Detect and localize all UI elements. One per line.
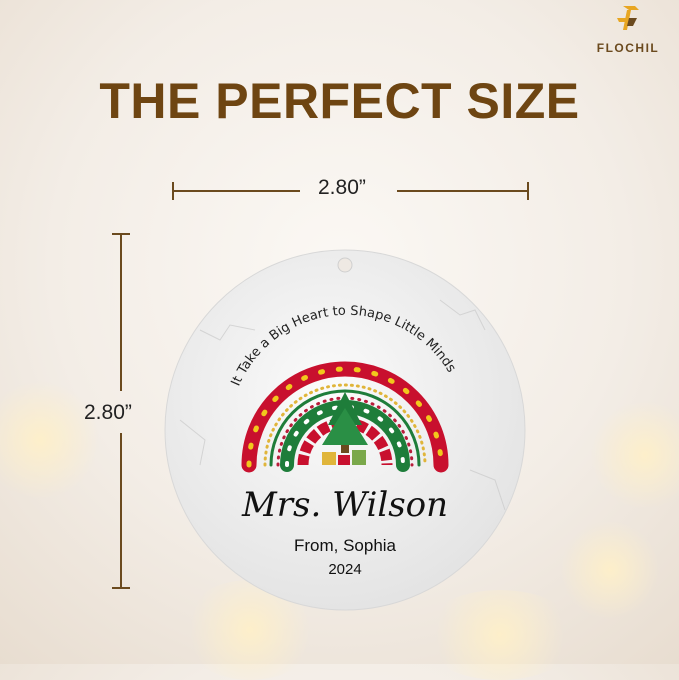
christmas-tree-icon: [322, 392, 368, 465]
marble-veins: [179, 299, 506, 511]
recipient-name: Mrs. Wilson: [241, 485, 448, 525]
bokeh-light: [0, 380, 100, 500]
logo-icon: [617, 6, 639, 30]
height-label: 2.80”: [84, 401, 132, 424]
rainbow-stars: [246, 366, 444, 468]
width-dimension: 2.80”: [172, 172, 529, 200]
brand-name: FLOCHIL: [596, 41, 660, 55]
year-text: 2024: [328, 561, 361, 578]
rainbow-dots-gold: [263, 383, 427, 467]
ornament: It Take a Big Heart to Shape Little Mind…: [164, 249, 526, 611]
height-dimension: 2.80”: [84, 233, 132, 589]
hanging-hole: [337, 257, 353, 273]
bokeh-light: [590, 400, 679, 510]
brand-logo: FLOCHIL: [588, 4, 668, 55]
headline: THE PERFECT SIZE: [99, 73, 580, 129]
rainbow-green-line: [269, 389, 421, 467]
from-text: From, Sophia: [294, 536, 397, 555]
width-label: 2.80”: [318, 176, 366, 199]
bokeh-light: [560, 520, 660, 620]
